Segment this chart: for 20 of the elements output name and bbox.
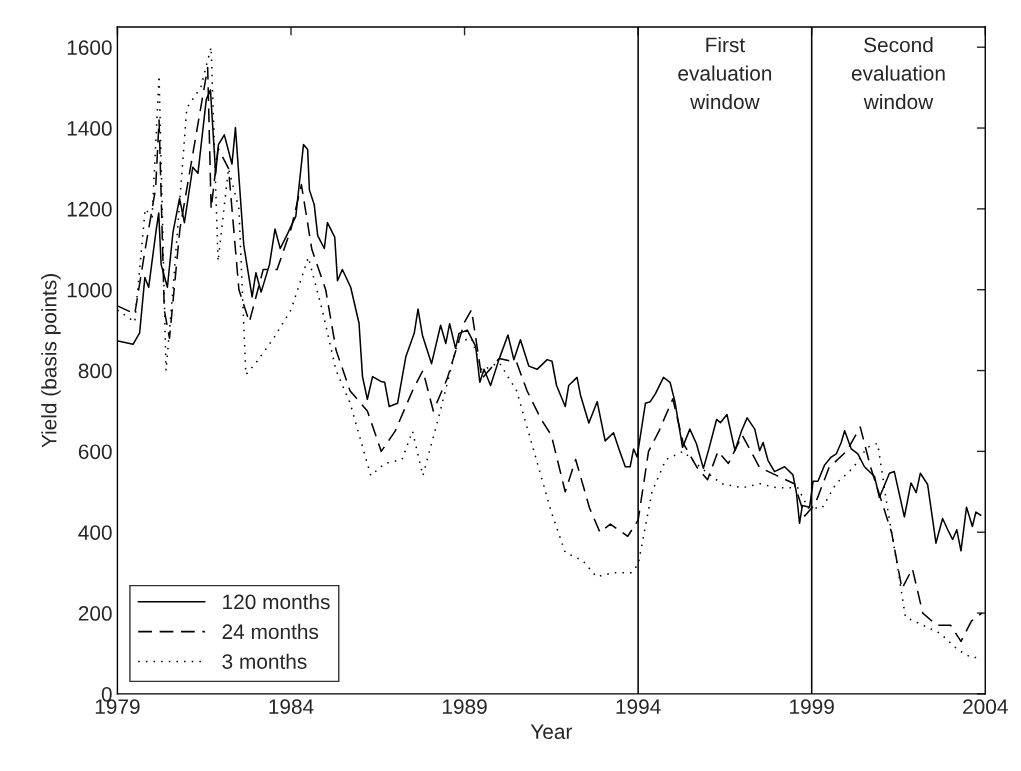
x-axis-title: Year (530, 724, 573, 740)
legend-label: 120 months (223, 593, 330, 610)
y-tick-label: 600 (78, 444, 112, 460)
x-tick-label: 1989 (442, 699, 487, 715)
y-tick-label: 1400 (67, 121, 112, 136)
ref-line-label: Second evaluation window (851, 36, 945, 110)
legend-label: 24 months (222, 623, 319, 640)
y-tick-label: 400 (78, 525, 112, 540)
ref-line-label: First evaluation window (678, 36, 772, 110)
y-tick-label: 800 (78, 363, 112, 379)
x-tick-label: 1984 (269, 699, 314, 715)
x-tick-label: 2004 (963, 699, 1008, 715)
y-tick-label: 1600 (67, 40, 112, 55)
y-tick-label: 200 (78, 606, 112, 621)
legend-label: 3 months (222, 653, 307, 669)
y-axis-title: Yield (basis points) (41, 274, 61, 448)
y-tick-label: 1200 (67, 201, 112, 217)
x-tick-label: 1999 (790, 699, 834, 715)
y-tick-label: 1000 (67, 282, 112, 298)
x-tick-label: 1994 (616, 699, 661, 715)
